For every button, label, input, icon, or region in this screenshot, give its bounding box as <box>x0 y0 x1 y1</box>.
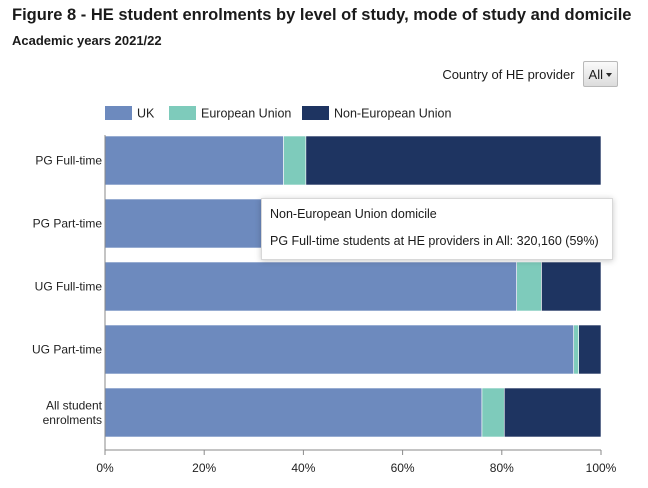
legend-swatch-european-union[interactable] <box>169 106 196 120</box>
bar-pg-full-time-european-union[interactable] <box>283 135 307 186</box>
country-select-value: All <box>588 66 603 82</box>
chevron-down-icon <box>606 72 612 77</box>
y-axis-labels: PG Full-time PG Part-time UG Full-time UG P… <box>32 154 103 427</box>
bar-all-student-enrolments-european-union[interactable] <box>481 387 505 438</box>
x-tick-label-40: 40% <box>291 461 315 475</box>
y-label-ug-part-time: UG Part-time <box>32 343 102 357</box>
legend-label-european-union[interactable]: European Union <box>201 107 291 121</box>
legend-label-uk[interactable]: UK <box>137 107 155 121</box>
legend-swatch-uk[interactable] <box>105 106 132 120</box>
legend-label-non-european-union[interactable]: Non-European Union <box>334 107 451 121</box>
x-tick-label-80: 80% <box>490 461 514 475</box>
chart-subtitle: Academic years 2021/22 <box>12 33 162 48</box>
y-label-pg-full-time: PG Full-time <box>35 154 102 168</box>
y-label-all-student-enrolments: All student enrolments <box>43 398 103 427</box>
legend-swatch-non-european-union[interactable] <box>302 106 329 120</box>
country-filter: Country of HE provider All <box>442 61 618 87</box>
x-tick-label-20: 20% <box>192 461 216 475</box>
country-filter-label: Country of HE provider <box>442 66 575 82</box>
bar-ug-part-time-non-european-union[interactable] <box>578 324 602 375</box>
x-tick-label-100: 100% <box>586 461 617 475</box>
bar-ug-part-time-uk[interactable] <box>104 324 575 375</box>
bar-ug-part-time-european-union[interactable] <box>573 324 579 375</box>
chart-legend: UK European Union Non-European Union <box>105 106 451 121</box>
tooltip-heading: Non-European Union domicile <box>270 207 437 221</box>
bar-ug-full-time-european-union[interactable] <box>516 261 542 312</box>
chart-bars <box>104 135 602 438</box>
x-axis: 0% 20% 40% 60% 80% 100% <box>96 135 617 475</box>
country-select[interactable]: All <box>582 61 618 87</box>
chart-title: Figure 8 - HE student enrolments by leve… <box>12 6 632 24</box>
y-label-ug-full-time: UG Full-time <box>35 280 103 294</box>
x-tick-label-0: 0% <box>96 461 114 475</box>
bar-pg-full-time-uk[interactable] <box>104 135 284 186</box>
bar-ug-full-time-uk[interactable] <box>104 261 517 312</box>
chart-tooltip: Non-European Union domicile PG Full-time… <box>261 198 613 260</box>
bar-pg-full-time-non-european-union[interactable] <box>305 135 602 186</box>
x-tick-label-60: 60% <box>391 461 415 475</box>
bar-all-student-enrolments-non-european-union[interactable] <box>503 387 602 438</box>
tooltip-detail: PG Full-time students at HE providers in… <box>270 234 599 248</box>
bar-all-student-enrolments-uk[interactable] <box>104 387 483 438</box>
y-label-pg-part-time: PG Part-time <box>33 217 103 231</box>
bar-ug-full-time-non-european-union[interactable] <box>541 261 602 312</box>
